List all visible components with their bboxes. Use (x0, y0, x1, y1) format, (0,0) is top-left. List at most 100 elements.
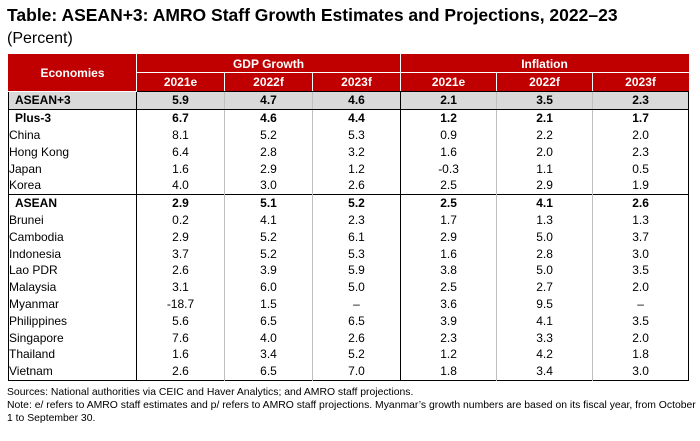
inflation-2021e-cell: 1.8 (400, 362, 497, 381)
inflation-2023f-cell: 3.0 (592, 362, 689, 381)
inflation-2022f-cell: 4.1 (496, 312, 593, 330)
economy-name: ASEAN+3 (8, 91, 137, 110)
inflation-2022f-cell: 3.4 (496, 362, 593, 381)
gdp-2022f-cell: 5.2 (224, 228, 313, 246)
economy-name: Japan (9, 161, 42, 176)
economy-name: Singapore (9, 330, 64, 345)
inflation-2023f-cell: 1.7 (592, 108, 689, 127)
gdp-2022f-cell: 4.1 (224, 211, 313, 229)
table-footer: Sources: National authorities via CEIC a… (7, 386, 697, 425)
gdp-2023f-cell: 4.4 (311, 108, 401, 127)
gdp-2022f-cell: 6.5 (224, 362, 313, 381)
inflation-2023f-cell: 1.3 (592, 211, 689, 229)
inflation-2021e-cell: 1.7 (400, 211, 497, 229)
gdp-2022f-cell: 5.2 (224, 126, 313, 144)
table-subtitle: (Percent) (7, 30, 73, 47)
inflation-2023f-cell: 2.0 (592, 329, 689, 346)
table-row: Vietnam 2.6 6.5 7.0 1.8 3.4 3.0 (9, 362, 689, 381)
economy-name: Brunei (9, 212, 44, 227)
economy-name: Thailand (9, 347, 56, 362)
inflation-2022f-cell: 3.5 (496, 91, 593, 110)
economy-name: Philippines (9, 313, 68, 328)
gdp-2021e-cell: 0.2 (136, 211, 225, 229)
gdp-2023f-cell: 1.2 (311, 160, 401, 177)
inflation-2021e-cell: 2.5 (400, 278, 497, 296)
table-row: Hong Kong 6.4 2.8 3.2 1.6 2.0 2.3 (9, 143, 689, 161)
table-row: Plus-3 6.7 4.6 4.4 1.2 2.1 1.7 (8, 108, 689, 127)
inflation-2022f-cell: 2.1 (496, 108, 593, 127)
inflation-2023f-cell: 3.5 (592, 312, 689, 330)
inflation-2021e-cell: 3.8 (400, 261, 497, 279)
gdp-2021e-cell: 7.6 (136, 329, 225, 346)
inflation-2021e-cell: 2.5 (400, 176, 497, 195)
inflation-2023f-cell: 3.0 (592, 245, 689, 262)
table-row: ASEAN 2.9 5.1 5.2 2.5 4.1 2.6 (8, 193, 689, 212)
growth-table: Economies GDP Growth Inflation 2021e 202… (8, 54, 690, 381)
gdp-2022f-cell: 3.9 (224, 261, 313, 279)
table-body: ASEAN+3 5.9 4.7 4.6 2.1 3.5 2.3 Plus-3 6.7 4.6 4.4… (8, 91, 689, 381)
inflation-2022f-cell: 5.0 (496, 228, 593, 246)
header-gdp-growth: GDP Growth (135, 54, 402, 73)
inflation-2023f-cell: 1.9 (592, 176, 689, 195)
inflation-2021e-cell: 3.6 (400, 295, 497, 313)
header-year: 2021e (136, 72, 225, 92)
methodology-note: Note: e/ refers to AMRO staff estimates … (7, 400, 696, 424)
gdp-2023f-cell: 6.1 (311, 228, 401, 246)
economy-name: Lao PDR (9, 263, 58, 278)
table-title: Table: ASEAN+3: AMRO Staff Growth Estima… (7, 5, 618, 25)
gdp-2021e-cell: 1.6 (136, 345, 225, 363)
economy-name: Malaysia (9, 280, 57, 295)
economy-name: Cambodia (9, 229, 64, 244)
gdp-2022f-cell: 6.0 (224, 278, 313, 296)
gdp-2021e-cell: 4.0 (136, 176, 225, 195)
gdp-2023f-cell: 5.9 (311, 261, 401, 279)
gdp-2023f-cell: 6.5 (311, 312, 401, 330)
gdp-2023f-cell: 2.3 (311, 211, 401, 229)
table-row: Cambodia 2.9 5.2 6.1 2.9 5.0 3.7 (9, 228, 689, 246)
gdp-2022f-cell: 4.7 (224, 91, 313, 110)
inflation-2023f-cell: 2.3 (592, 91, 689, 110)
inflation-2021e-cell: 2.1 (400, 91, 497, 110)
inflation-2022f-cell: 9.5 (496, 295, 593, 313)
table-row: Myanmar -18.7 1.5–3.6 9.5– (9, 295, 689, 313)
gdp-2022f-cell: 5.1 (224, 193, 313, 212)
inflation-2021e-cell: 2.5 (400, 193, 497, 212)
inflation-2023f-cell: 2.0 (592, 126, 689, 144)
gdp-2023f-cell: 3.2 (311, 143, 401, 161)
header-year: 2023f (592, 72, 690, 92)
table-row: Japan 1.6 2.9 1.2 -0.3 1.1 0.5 (9, 160, 689, 177)
header-year: 2022f (224, 72, 313, 92)
table-row: Korea 4.0 3.0 2.6 2.5 2.9 1.9 (9, 176, 689, 195)
gdp-2021e-cell: 5.6 (136, 312, 225, 330)
gdp-2022f-cell: 4.6 (224, 108, 313, 127)
gdp-2022f-cell: 3.0 (224, 176, 313, 195)
table-row: Singapore 7.6 4.0 2.6 2.3 3.3 2.0 (9, 329, 689, 346)
gdp-2023f-cell: 4.6 (311, 91, 401, 110)
gdp-2023f-cell: 5.2 (311, 193, 401, 212)
gdp-2023f-cell: 5.3 (311, 126, 401, 144)
gdp-2021e-cell: 8.1 (136, 126, 225, 144)
table-row: Thailand 1.6 3.4 5.2 1.2 4.2 1.8 (9, 345, 689, 363)
gdp-2023f-cell: 2.6 (311, 329, 401, 346)
inflation-2021e-cell: 3.9 (400, 312, 497, 330)
inflation-2023f-cell: 2.6 (592, 193, 689, 212)
gdp-2021e-cell: 3.1 (136, 278, 225, 296)
gdp-2021e-cell: 5.9 (136, 91, 225, 110)
header-year: 2022f (496, 72, 594, 92)
inflation-2021e-cell: 1.6 (400, 143, 497, 161)
inflation-2022f-cell: 2.2 (496, 126, 593, 144)
inflation-2023f-cell: – (592, 295, 689, 313)
economy-name: Korea (9, 178, 42, 193)
economy-name: Vietnam (9, 364, 53, 379)
inflation-2022f-cell: 5.0 (496, 261, 593, 279)
sources-note: Sources: National authorities via CEIC a… (7, 387, 414, 398)
inflation-2022f-cell: 1.3 (496, 211, 593, 229)
gdp-2023f-cell: 5.0 (311, 278, 401, 296)
inflation-2021e-cell: 1.6 (400, 245, 497, 262)
economy-name: Hong Kong (9, 144, 70, 159)
table-row: Malaysia 3.1 6.0 5.0 2.5 2.7 2.0 (9, 278, 689, 296)
inflation-2023f-cell: 0.5 (592, 160, 689, 177)
gdp-2023f-cell: – (311, 295, 401, 313)
table-row: China 8.1 5.2 5.3 0.9 2.2 2.0 (9, 126, 689, 144)
gdp-2023f-cell: 2.6 (311, 176, 401, 195)
